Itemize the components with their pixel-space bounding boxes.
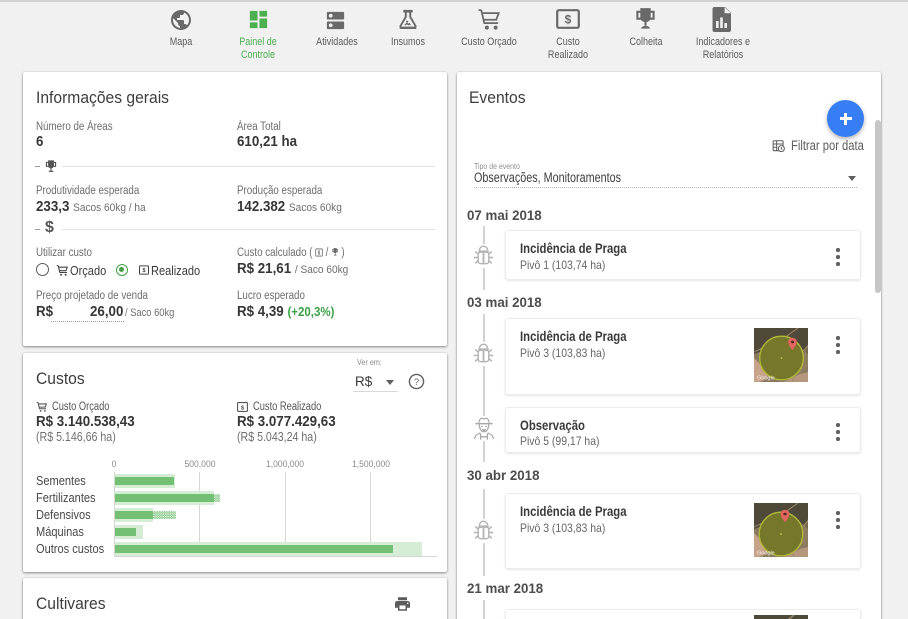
svg-text:?: ?: [414, 377, 419, 387]
svg-text:$: $: [565, 13, 572, 27]
svg-text:Google: Google: [757, 551, 775, 557]
svg-text:$: $: [318, 250, 321, 256]
svg-text:$: $: [142, 268, 145, 274]
svg-text:Google: Google: [757, 376, 775, 382]
svg-text:$: $: [241, 405, 245, 411]
